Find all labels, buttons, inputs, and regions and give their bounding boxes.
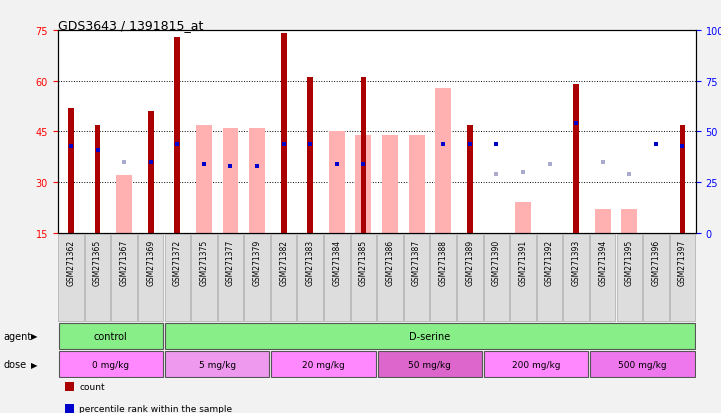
- Bar: [435, 88, 451, 233]
- Text: count: count: [79, 382, 105, 391]
- Text: percentile rank within the sample: percentile rank within the sample: [79, 404, 232, 413]
- FancyBboxPatch shape: [191, 234, 217, 321]
- Bar: [515, 203, 531, 233]
- Bar: [174, 38, 180, 233]
- FancyBboxPatch shape: [590, 351, 695, 377]
- Text: GSM271365: GSM271365: [93, 240, 102, 286]
- Text: GSM271387: GSM271387: [412, 240, 421, 285]
- Text: GSM271388: GSM271388: [438, 240, 448, 285]
- Bar: [622, 210, 637, 233]
- Bar: [680, 126, 686, 233]
- FancyBboxPatch shape: [244, 234, 270, 321]
- FancyBboxPatch shape: [536, 234, 562, 321]
- Text: GSM271391: GSM271391: [518, 240, 528, 285]
- Bar: [360, 78, 366, 233]
- Text: GSM271382: GSM271382: [279, 240, 288, 285]
- Bar: [329, 132, 345, 233]
- FancyBboxPatch shape: [271, 351, 376, 377]
- Text: GDS3643 / 1391815_at: GDS3643 / 1391815_at: [58, 19, 203, 31]
- Bar: [223, 129, 239, 233]
- FancyBboxPatch shape: [58, 234, 84, 321]
- Text: GSM271372: GSM271372: [173, 240, 182, 285]
- Text: GSM271393: GSM271393: [572, 240, 580, 286]
- FancyBboxPatch shape: [457, 234, 482, 321]
- Bar: [116, 176, 132, 233]
- Text: GSM271397: GSM271397: [678, 240, 687, 286]
- FancyBboxPatch shape: [165, 351, 270, 377]
- Bar: [467, 126, 473, 233]
- FancyBboxPatch shape: [218, 234, 243, 321]
- Bar: [573, 85, 579, 233]
- FancyBboxPatch shape: [164, 234, 190, 321]
- Bar: [280, 34, 286, 233]
- Text: GSM271389: GSM271389: [465, 240, 474, 285]
- FancyBboxPatch shape: [85, 234, 110, 321]
- FancyBboxPatch shape: [404, 234, 430, 321]
- Text: D-serine: D-serine: [410, 331, 451, 341]
- FancyBboxPatch shape: [378, 351, 482, 377]
- FancyBboxPatch shape: [430, 234, 456, 321]
- FancyBboxPatch shape: [271, 234, 296, 321]
- Text: ▶: ▶: [31, 332, 37, 341]
- Text: GSM271369: GSM271369: [146, 240, 155, 286]
- FancyBboxPatch shape: [58, 351, 163, 377]
- Text: dose: dose: [4, 359, 27, 369]
- FancyBboxPatch shape: [616, 234, 642, 321]
- FancyBboxPatch shape: [111, 234, 137, 321]
- Bar: [355, 135, 371, 233]
- FancyBboxPatch shape: [165, 323, 695, 349]
- Text: GSM271377: GSM271377: [226, 240, 235, 286]
- FancyBboxPatch shape: [138, 234, 164, 321]
- Text: 500 mg/kg: 500 mg/kg: [619, 360, 667, 369]
- FancyBboxPatch shape: [590, 234, 616, 321]
- Bar: [595, 210, 611, 233]
- Bar: [68, 109, 74, 233]
- FancyBboxPatch shape: [563, 234, 589, 321]
- Text: GSM271383: GSM271383: [306, 240, 315, 285]
- FancyBboxPatch shape: [643, 234, 668, 321]
- Bar: [94, 126, 100, 233]
- Text: 20 mg/kg: 20 mg/kg: [302, 360, 345, 369]
- FancyBboxPatch shape: [350, 234, 376, 321]
- FancyBboxPatch shape: [377, 234, 403, 321]
- Bar: [307, 78, 313, 233]
- Text: 50 mg/kg: 50 mg/kg: [409, 360, 451, 369]
- Text: GSM271395: GSM271395: [625, 240, 634, 286]
- Text: GSM271367: GSM271367: [120, 240, 128, 286]
- Text: 200 mg/kg: 200 mg/kg: [512, 360, 560, 369]
- FancyBboxPatch shape: [670, 234, 695, 321]
- Bar: [196, 126, 212, 233]
- Text: 5 mg/kg: 5 mg/kg: [199, 360, 236, 369]
- FancyBboxPatch shape: [484, 351, 588, 377]
- Text: GSM271384: GSM271384: [332, 240, 341, 285]
- FancyBboxPatch shape: [510, 234, 536, 321]
- FancyBboxPatch shape: [484, 234, 509, 321]
- Text: GSM271386: GSM271386: [386, 240, 394, 285]
- Text: GSM271385: GSM271385: [359, 240, 368, 285]
- FancyBboxPatch shape: [324, 234, 350, 321]
- Text: GSM271392: GSM271392: [545, 240, 554, 285]
- Bar: [249, 129, 265, 233]
- Text: 0 mg/kg: 0 mg/kg: [92, 360, 129, 369]
- Text: control: control: [94, 331, 128, 341]
- FancyBboxPatch shape: [298, 234, 323, 321]
- Bar: [382, 135, 398, 233]
- Text: GSM271390: GSM271390: [492, 240, 501, 286]
- Bar: [409, 135, 425, 233]
- Bar: [148, 112, 154, 233]
- Text: agent: agent: [4, 331, 32, 341]
- Text: GSM271396: GSM271396: [651, 240, 660, 286]
- Text: GSM271394: GSM271394: [598, 240, 607, 286]
- Text: ▶: ▶: [31, 360, 37, 369]
- Text: GSM271375: GSM271375: [200, 240, 208, 286]
- Text: GSM271379: GSM271379: [252, 240, 262, 286]
- Text: GSM271362: GSM271362: [66, 240, 76, 285]
- FancyBboxPatch shape: [58, 323, 163, 349]
